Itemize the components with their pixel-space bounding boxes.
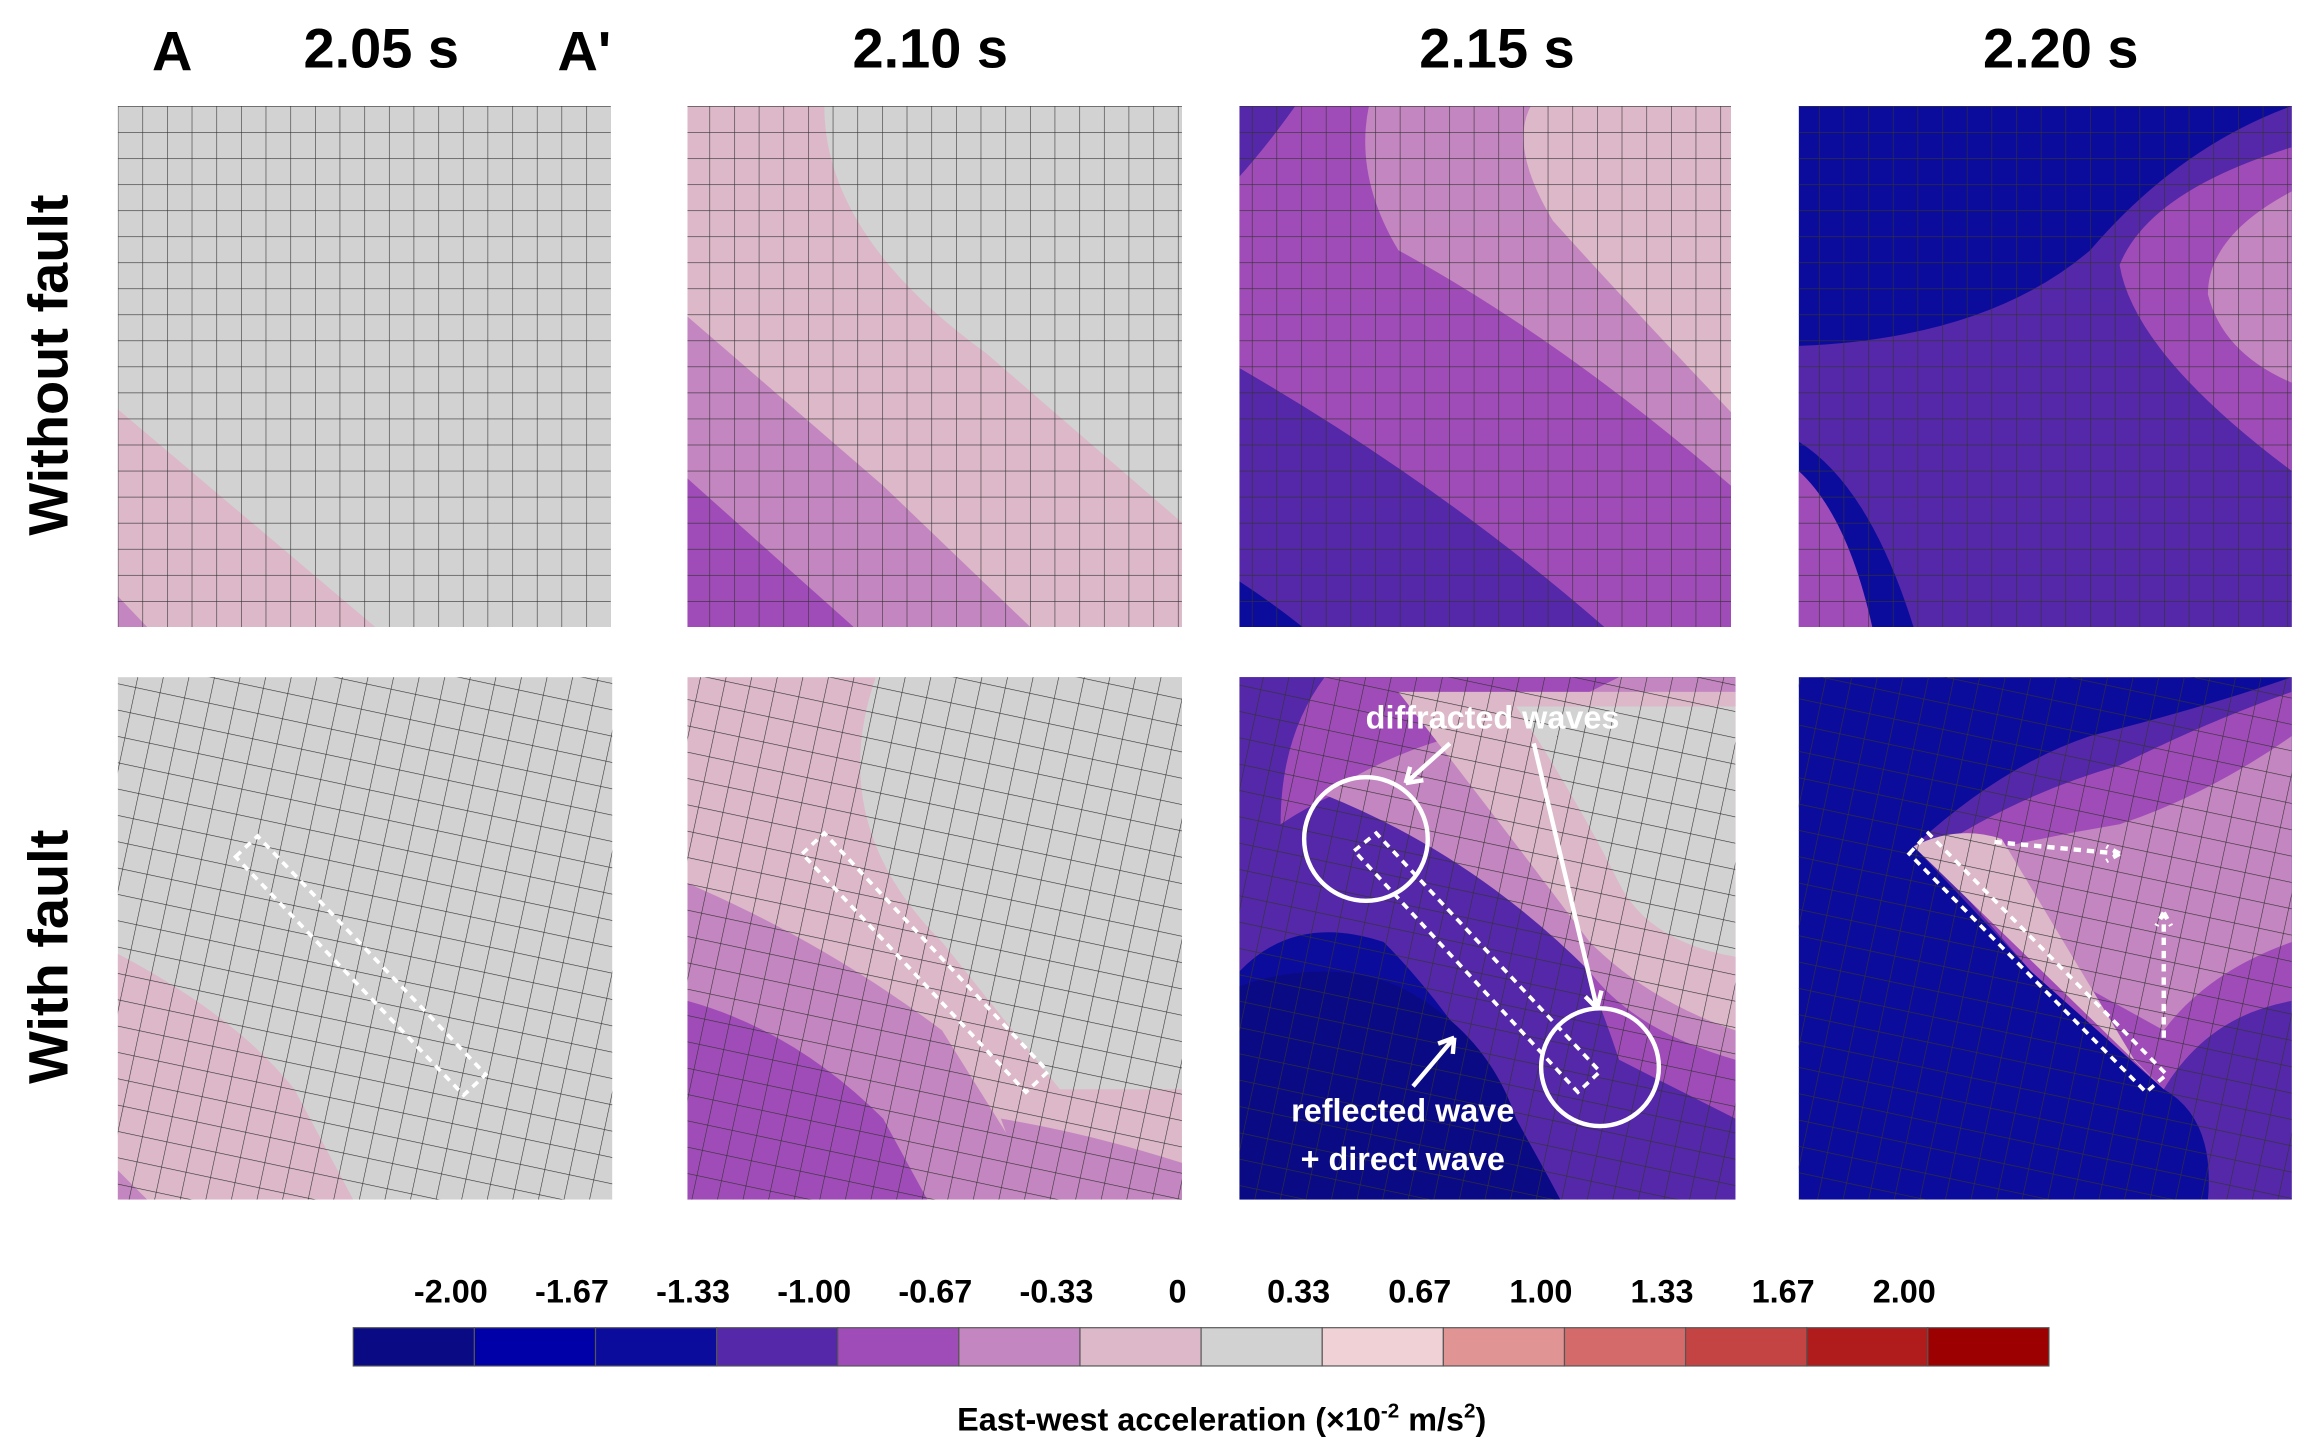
colorbar-swatch <box>473 1327 597 1367</box>
colorbar-label: -1.67 <box>535 1274 609 1310</box>
colorbar-swatch <box>1321 1327 1444 1367</box>
colorbar-swatch <box>716 1327 839 1367</box>
section-marker: A' <box>558 20 612 83</box>
panel <box>687 105 1182 628</box>
colorbar-swatch <box>1563 1327 1687 1367</box>
colorbar-caption: East-west acceleration (×10-2 m/s2) <box>957 1399 1486 1437</box>
colorbar-swatch <box>837 1327 960 1367</box>
colorbar-swatch <box>594 1327 718 1367</box>
caption-text: ) <box>1476 1402 1487 1438</box>
panel <box>687 677 1182 1200</box>
colorbar-label: -2.00 <box>414 1274 488 1310</box>
row-label: With fault <box>17 830 80 1084</box>
panel <box>1239 105 1731 628</box>
caption-exponent: 2 <box>1464 1399 1475 1422</box>
caption-unit: m/s <box>1399 1402 1464 1438</box>
caption-text: East-west acceleration (×10 <box>957 1402 1381 1438</box>
column-title: 2.15 s <box>1419 17 1574 80</box>
panel <box>117 105 611 628</box>
annotation: diffracted waves <box>1366 700 1620 736</box>
colorbar: -2.00 -1.67 -1.33 -1.00 -0.67 -0.33 0 0.33 0.67 1… <box>352 1274 2050 1367</box>
annotation: reflected wave <box>1291 1093 1514 1129</box>
colorbar-swatch <box>1200 1327 1323 1367</box>
colorbar-label: 2.00 <box>1873 1274 1936 1310</box>
panel <box>1798 677 2292 1200</box>
colorbar-label: -1.00 <box>777 1274 851 1310</box>
colorbar-label: 1.33 <box>1631 1274 1694 1310</box>
panel <box>117 677 613 1200</box>
row-label: Without fault <box>17 194 80 535</box>
colorbar-label: 1.00 <box>1509 1274 1572 1310</box>
colorbar-swatch <box>1806 1327 1929 1367</box>
caption-exponent: -2 <box>1381 1399 1399 1422</box>
colorbar-label: 0 <box>1169 1274 1187 1310</box>
colorbar-swatch <box>1927 1327 2050 1367</box>
panel <box>1798 105 2292 628</box>
section-marker: A <box>152 20 192 83</box>
colorbar-label: -0.67 <box>898 1274 972 1310</box>
colorbar-swatch <box>1079 1327 1202 1367</box>
column-title: 2.05 s <box>303 17 458 80</box>
colorbar-swatch <box>1442 1327 1566 1367</box>
colorbar-label: -0.33 <box>1020 1274 1094 1310</box>
colorbar-swatch <box>958 1327 1081 1367</box>
colorbar-swatch <box>352 1327 475 1367</box>
annotation: + direct wave <box>1301 1141 1505 1177</box>
column-title: 2.20 s <box>1983 17 2138 80</box>
colorbar-swatch <box>1684 1327 1808 1367</box>
colorbar-label: 0.33 <box>1267 1274 1330 1310</box>
panel: diffracted waves reflected wave + direct… <box>1239 677 1736 1200</box>
column-title: 2.10 s <box>853 17 1008 80</box>
colorbar-label: 0.67 <box>1388 1274 1451 1310</box>
colorbar-label: -1.33 <box>656 1274 730 1310</box>
colorbar-label: 1.67 <box>1752 1274 1815 1310</box>
